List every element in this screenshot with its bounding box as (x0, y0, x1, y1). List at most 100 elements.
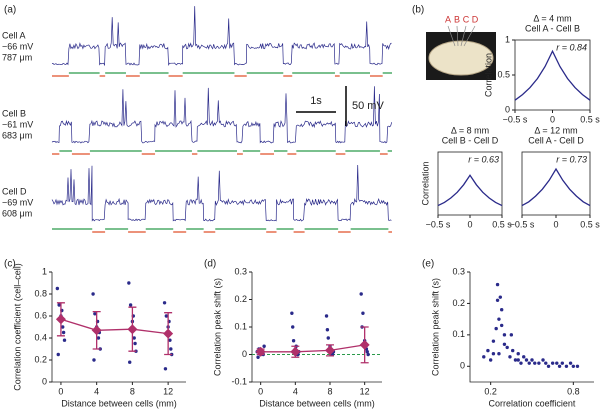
scatter-point (486, 348, 490, 353)
scatter-point (499, 323, 504, 328)
scatter-point (482, 355, 486, 359)
scatter-point (522, 355, 526, 359)
scatter-point (533, 361, 537, 365)
x-tick-label: 0 (553, 219, 558, 229)
plot-subtitle: Cell A - Cell D (528, 135, 584, 145)
scatter-point (91, 292, 95, 296)
panel-label: (c) (4, 259, 16, 270)
y-tick-label: 0.1 (452, 329, 465, 339)
scatter-point (516, 358, 520, 362)
plot-title: Δ = 8 mm (451, 125, 489, 135)
scatter-point (163, 367, 168, 371)
scatter-point (511, 348, 515, 353)
x-tick-label: −0.5 s (510, 219, 535, 229)
mean-marker (127, 324, 138, 335)
scatter-point (537, 361, 541, 365)
mean-marker (325, 345, 335, 356)
scatter-point (491, 352, 496, 356)
scatter-point (495, 298, 500, 302)
scatter-point (133, 341, 137, 346)
y-tick-label: 0.5 (497, 69, 510, 79)
scatter-point (291, 325, 295, 329)
correlation-curve (521, 167, 591, 207)
scatter-point (164, 314, 169, 318)
cell-depth: 683 μm (2, 130, 32, 140)
scatter-point (366, 352, 370, 357)
voltage-scale-label: 50 mV (352, 100, 384, 112)
cell-depth: 608 μm (2, 208, 32, 218)
voltage-trace (51, 164, 392, 222)
electrode-label: A (445, 14, 451, 24)
scatter-point (560, 361, 565, 365)
scatter-point (290, 311, 294, 315)
voltage-trace (51, 6, 392, 67)
scatter-point (546, 364, 551, 368)
scatter-point (262, 344, 266, 348)
y-axis-label: Correlation coefficient (cell–cell) (12, 263, 22, 390)
y-tick-label: 0.3 (452, 266, 465, 276)
scatter-point (502, 333, 507, 337)
cell-potential: −69 mV (2, 197, 33, 207)
x-tick-label: 0.8 (567, 386, 580, 396)
x-tick-label: 0 (550, 114, 555, 124)
x-tick-label: 0 (258, 386, 263, 396)
electrode (447, 25, 456, 47)
y-tick-label: 0.2 (452, 298, 465, 308)
scatter-point (132, 336, 136, 340)
plot-subtitle: Cell A - Cell B (525, 23, 580, 33)
y-tick-label: 0.6 (34, 310, 47, 320)
scatter-point (555, 361, 559, 365)
y-axis-label: Correlation (483, 53, 493, 97)
electrode-label: C (463, 14, 470, 24)
scatter-point (557, 364, 562, 368)
mean-line (260, 344, 365, 353)
mean-marker (290, 346, 301, 357)
scatter-point (575, 364, 580, 368)
y-tick-label: 0 (460, 361, 465, 371)
y-tick-label: 0 (242, 349, 247, 359)
voltage-trace (51, 86, 393, 144)
y-tick-label: 0.8 (34, 288, 47, 298)
x-tick-label: 0 (467, 219, 472, 229)
scatter-point (56, 352, 60, 357)
scatter-point (61, 330, 66, 335)
scatter-point (508, 355, 512, 359)
electrode-label: D (472, 14, 479, 24)
scatter-point (127, 281, 131, 285)
y-tick-label: 0.3 (234, 266, 247, 276)
scatter-point (96, 336, 101, 340)
x-tick-label: 4 (293, 386, 298, 396)
cell-potential: −66 mV (2, 41, 33, 51)
mean-marker (163, 328, 174, 339)
scatter-point (291, 339, 296, 343)
scatter-point (491, 339, 496, 343)
x-tick-label: 0.5 s (580, 219, 600, 229)
panel-label: (a) (4, 5, 16, 16)
scatter-point (513, 358, 518, 362)
x-tick-label: 4 (94, 386, 99, 396)
scatter-point (550, 361, 555, 365)
mean-marker (91, 325, 102, 336)
correlation-curve (437, 174, 503, 207)
y-tick-label: 1 (505, 34, 510, 44)
scatter-point (325, 328, 330, 332)
scatter-point (524, 358, 529, 362)
x-tick-label: 0.2 (484, 386, 497, 396)
mean-marker (359, 339, 370, 350)
scatter-point (326, 336, 330, 340)
panel-label: (b) (412, 5, 424, 16)
axes (469, 272, 594, 383)
scatter-point (497, 352, 501, 356)
electrode (456, 25, 459, 47)
scatter-point (359, 292, 363, 296)
x-tick-label: 0 (58, 386, 63, 396)
x-axis-label: Distance between cells (mm) (61, 398, 177, 408)
scatter-point (93, 312, 97, 316)
mean-line (60, 318, 169, 335)
x-tick-label: 12 (163, 386, 173, 396)
scatter-point (365, 350, 369, 354)
y-tick-label: 0.4 (34, 332, 47, 342)
scatter-point (527, 361, 531, 365)
time-scale-label: 1s (310, 95, 322, 107)
scatter-point (494, 326, 498, 331)
